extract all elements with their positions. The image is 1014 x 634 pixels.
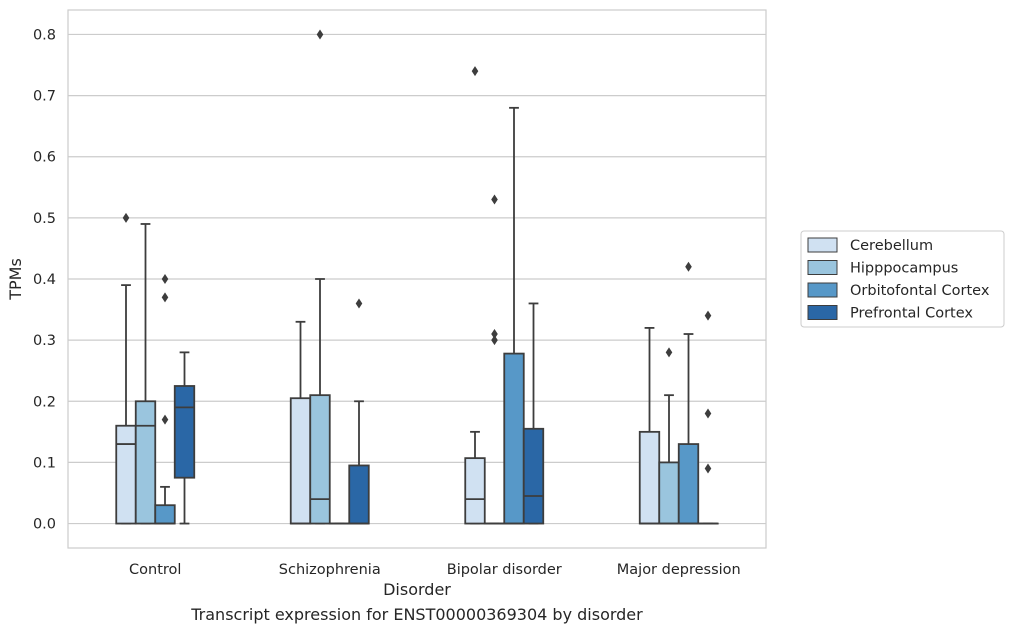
box-group [173, 351, 196, 525]
box-group [483, 194, 506, 525]
legend-entry-label: Cerebellum [850, 238, 933, 254]
legend-swatch [807, 237, 838, 253]
y-tick-label: 0.0 [33, 517, 56, 533]
outlier-point [161, 274, 169, 284]
outlier-point [491, 194, 498, 205]
x-tick-label: Control [129, 562, 181, 578]
y-tick-label: 0.7 [33, 89, 56, 105]
box-iqr [173, 385, 196, 479]
box-group [522, 302, 545, 525]
box-group [348, 298, 370, 525]
box-iqr [289, 397, 312, 525]
outlier-point [355, 298, 363, 309]
box-group [503, 106, 525, 525]
box-iqr [464, 457, 486, 525]
box-group [134, 223, 157, 525]
box-iqr [658, 461, 680, 525]
box-series [115, 29, 719, 525]
box-group [115, 212, 137, 525]
outlier-point [704, 310, 712, 321]
y-tick-label: 0.5 [33, 211, 56, 227]
gridlines [68, 33, 766, 525]
box-group [154, 274, 176, 525]
outlier-point [665, 347, 673, 358]
y-tick-label: 0.2 [33, 394, 56, 410]
box-iqr [503, 352, 525, 525]
outlier-point [704, 408, 712, 419]
y-tick-label: 0.1 [33, 455, 56, 471]
legend-swatch [807, 305, 838, 320]
box-iqr [134, 400, 157, 525]
box-group [677, 261, 700, 525]
outlier-point [491, 329, 498, 340]
y-axis-ticks: 0.0 0.1 0.2 0.3 0.4 0.5 0.6 0.7 0.8 [33, 27, 56, 532]
plot-frame [67, 9, 767, 549]
y-tick-label: 0.8 [33, 27, 56, 43]
box-iqr [348, 464, 370, 525]
x-axis-ticks: Control Schizophrenia Bipolar disorder Majo… [129, 562, 741, 578]
legend-entry-label: Orbitofontal Cortex [850, 283, 990, 299]
figure-caption: Transcript expression for ENST0000036930… [191, 605, 643, 624]
outlier-point [161, 292, 169, 303]
box-iqr [522, 427, 545, 525]
legend-entry-label: Hipppocampus [850, 261, 958, 277]
legend-frame [800, 230, 1005, 328]
box-iqr [115, 424, 137, 525]
box-group [309, 29, 331, 525]
legend: Cerebellum Hipppocampus Orbitofontal Corte… [800, 230, 1005, 328]
box-iqr [677, 443, 700, 525]
x-axis-title: Disorder [383, 580, 451, 599]
legend-swatch [807, 282, 838, 298]
y-tick-label: 0.6 [33, 150, 56, 166]
y-tick-label: 0.4 [33, 272, 56, 288]
box-group [464, 66, 486, 525]
outlier-point [685, 261, 692, 272]
box-group [697, 310, 719, 525]
outlier-point [161, 414, 169, 425]
outlier-point [122, 212, 130, 223]
box-iqr [638, 430, 661, 525]
box-group [289, 320, 312, 525]
y-axis-title: TPMs [6, 258, 25, 301]
x-tick-label: Schizophrenia [279, 562, 381, 578]
x-tick-label: Major depression [617, 562, 741, 578]
box-group [638, 327, 661, 525]
outlier-point [471, 66, 479, 77]
outlier-point [316, 29, 324, 40]
legend-entry-label: Prefrontal Cortex [850, 306, 973, 322]
x-tick-label: Bipolar disorder [447, 562, 562, 578]
outlier-point [491, 335, 498, 346]
legend-swatch [807, 260, 838, 275]
y-tick-label: 0.3 [33, 333, 56, 349]
outlier-point [704, 463, 712, 474]
box-iqr [309, 394, 331, 525]
box-iqr [154, 504, 176, 525]
box-group [658, 347, 680, 525]
